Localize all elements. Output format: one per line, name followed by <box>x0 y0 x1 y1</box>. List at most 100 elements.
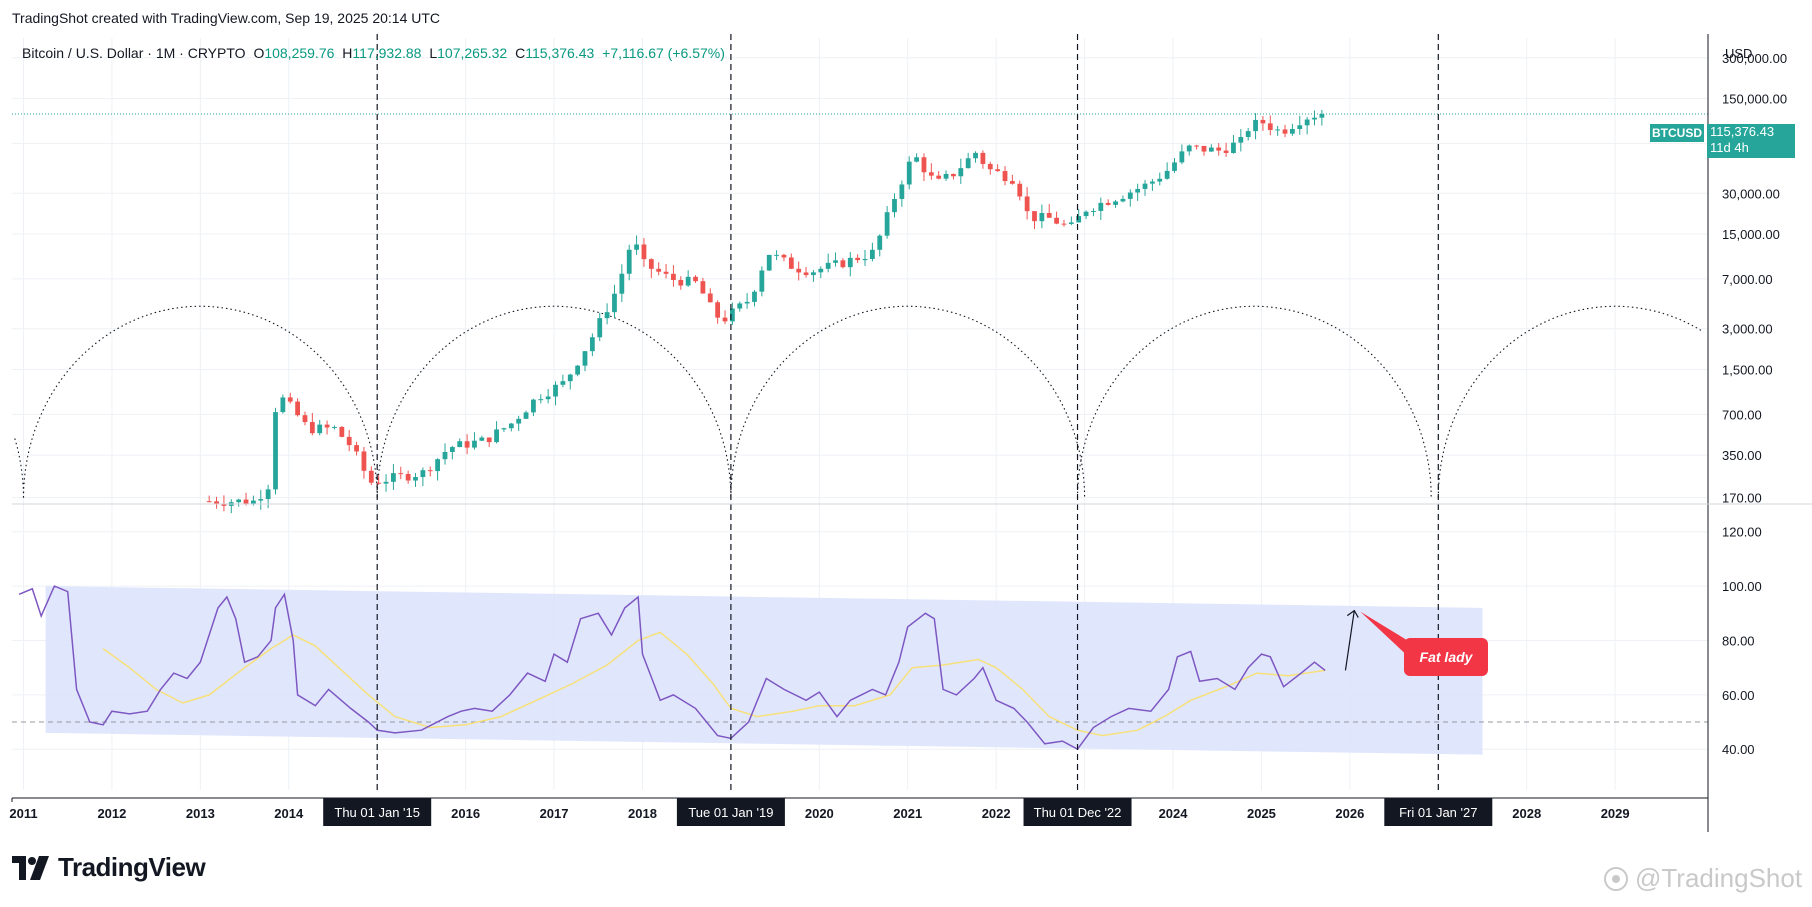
chart-header: TradingShot created with TradingView.com… <box>12 10 441 26</box>
highlight-date-bg <box>1023 798 1132 826</box>
candle-body <box>796 268 802 273</box>
candle-body <box>766 254 772 271</box>
price-tick-label: 350.00 <box>1722 448 1762 463</box>
candle-body <box>1282 129 1288 134</box>
candle-body <box>1076 216 1082 223</box>
rsi-line <box>18 585 1326 751</box>
rsi-tick-label: 60.00 <box>1722 688 1755 703</box>
candle-body <box>973 152 978 159</box>
candle-body <box>906 161 912 185</box>
time-tick-label: 2029 <box>1601 806 1630 821</box>
time-tick-label: 2028 <box>1512 806 1541 821</box>
candle-body <box>729 308 735 322</box>
rsi-moving-average <box>102 631 1326 737</box>
candle-body <box>1208 147 1214 152</box>
candle-body <box>1245 131 1251 138</box>
close-value: 115,376.43 <box>525 45 595 61</box>
candle-body <box>1098 202 1104 211</box>
candle-body <box>545 396 551 400</box>
candle-body <box>1002 171 1008 182</box>
candle-body <box>1186 145 1192 152</box>
candle-body <box>884 212 890 236</box>
time-tick-label: 2012 <box>97 806 126 821</box>
candle-body <box>508 423 514 429</box>
candle-body <box>442 451 448 460</box>
candle-body <box>752 291 757 302</box>
candle-body <box>413 477 418 481</box>
open-label: O <box>253 45 265 61</box>
candle-body <box>317 424 323 434</box>
candle-body <box>833 260 838 263</box>
rsi-tick-label: 80.00 <box>1722 633 1755 648</box>
candle-body <box>656 268 662 272</box>
price-tick-label: 15,000.00 <box>1722 227 1780 242</box>
highlight-date-label: Tue 01 Jan '19 <box>688 805 773 820</box>
candle-body <box>693 276 698 282</box>
candle-body <box>309 422 315 434</box>
candle-body <box>597 318 603 338</box>
candle-body <box>914 157 919 162</box>
candle-body <box>862 258 868 261</box>
candle-body <box>221 503 227 506</box>
price-tick-label: 30,000.00 <box>1722 186 1780 201</box>
candle-body <box>707 293 713 303</box>
time-tick-label: 2025 <box>1247 806 1276 821</box>
time-axis: 2011 2012 2013 2014 2016 2017 2018 2020 2021 2022… <box>9 798 1630 826</box>
candle-body <box>589 337 595 352</box>
candle-body <box>531 399 536 413</box>
candle-body <box>1231 142 1236 153</box>
candle-body <box>759 270 765 292</box>
candle-body <box>339 426 345 437</box>
cycle-arc <box>1076 305 1432 498</box>
candle-body <box>803 272 809 276</box>
time-tick-label: 2020 <box>805 806 834 821</box>
candle-body <box>877 235 883 250</box>
candle-body <box>516 418 522 424</box>
tradingshot-logo-icon <box>1604 866 1628 891</box>
candle-body <box>1201 145 1207 152</box>
rsi-tick-label: 40.00 <box>1722 742 1755 757</box>
price-tick-label: 700.00 <box>1722 407 1762 422</box>
candle-body <box>811 272 816 276</box>
candle-body <box>1068 222 1074 224</box>
candle-body <box>295 401 301 416</box>
time-tick-label: 2017 <box>540 806 569 821</box>
candle-body <box>737 303 743 309</box>
candle-body <box>1120 198 1126 202</box>
candle-body <box>1149 181 1155 184</box>
candle-body <box>457 441 463 448</box>
rsi-channel <box>12 586 1708 755</box>
high-label: H <box>342 45 353 61</box>
tradingview-logo[interactable]: TradingView <box>12 852 206 883</box>
candle-body <box>265 489 271 500</box>
time-tick-label: 2011 <box>9 806 37 821</box>
candle-body <box>354 445 359 452</box>
candle-body <box>1032 211 1037 222</box>
time-tick-label: 2024 <box>1159 806 1189 821</box>
candle-body <box>1275 129 1281 131</box>
cycle-arc <box>730 305 1086 498</box>
candle-body <box>774 254 779 256</box>
open-value: 108,259.76 <box>264 45 335 61</box>
time-tick-label: 2014 <box>274 806 304 821</box>
candle-body <box>346 436 352 446</box>
candle-body <box>258 499 264 501</box>
candle-body <box>604 312 610 319</box>
symbol-label[interactable]: Bitcoin / U.S. Dollar · 1M · CRYPTO <box>22 45 246 61</box>
candle-body <box>781 254 787 258</box>
candle-body <box>567 374 573 382</box>
candle-body <box>324 424 330 428</box>
candle-body <box>214 501 219 504</box>
candle-body <box>1260 119 1266 124</box>
candle-body <box>273 412 278 490</box>
highlight-date-bg <box>1384 798 1493 826</box>
fat-lady-callout[interactable]: Fat lady <box>1404 638 1488 676</box>
price-tag: 115,376.43 11d 4h <box>1707 124 1795 158</box>
candle-body <box>472 440 477 448</box>
candle-body <box>965 158 971 169</box>
price-tag-countdown: 11d 4h <box>1710 140 1749 155</box>
price-candles <box>12 109 1708 514</box>
candle-body <box>494 429 499 443</box>
candle-body <box>1172 162 1177 171</box>
